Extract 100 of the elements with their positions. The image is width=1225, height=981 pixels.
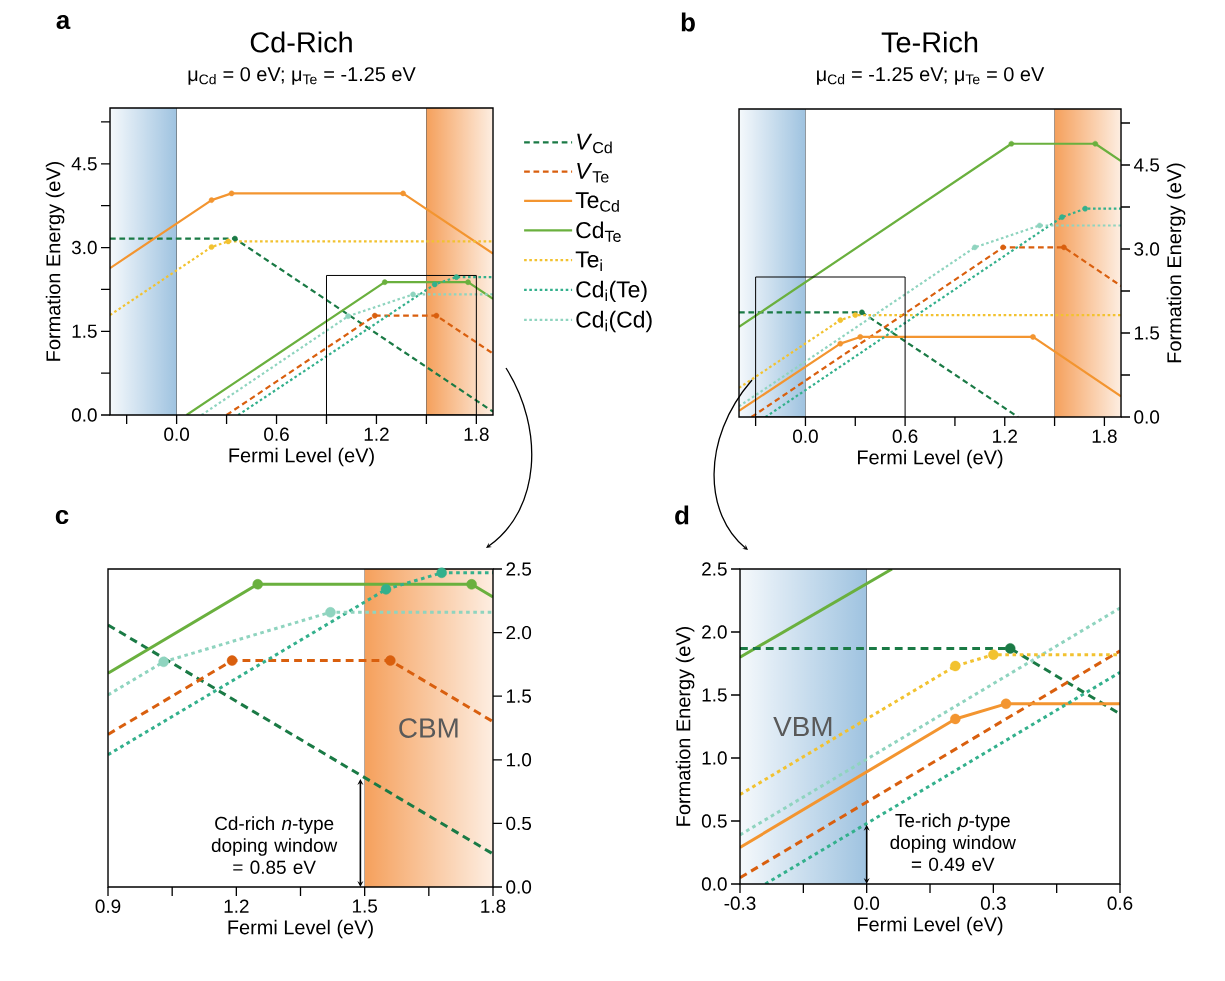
point [431, 281, 438, 288]
line-series [110, 192, 494, 270]
x-axis-title: Fermi Level (eV) [229, 447, 374, 467]
y-tick-label: 3.0 [1134, 242, 1160, 256]
x-tick-label: 1.8 [1092, 429, 1117, 443]
y-tick-label: 1.5 [506, 689, 532, 703]
x-tick-label: 0.0 [793, 429, 818, 443]
point [1008, 140, 1015, 147]
point [1036, 222, 1043, 229]
y-axis-title: Formation Energy (eV) [675, 627, 695, 826]
y-tick-label: 2.0 [702, 625, 727, 639]
annotation: Cd-rich n-type doping window = 0.85 eV [211, 816, 338, 874]
point [208, 244, 215, 250]
x-tick-label: 1.2 [224, 899, 249, 913]
point [466, 579, 477, 590]
x-tick-label: -0.3 [724, 896, 756, 910]
point [1059, 214, 1065, 220]
legend-label: Te$_{i}$ [575, 251, 602, 271]
point [1092, 140, 1099, 147]
text: a [56, 14, 71, 30]
x-tick-label: 0.0 [854, 896, 880, 910]
x-tick-label: 0.6 [1107, 896, 1133, 910]
y-tick-label: 0.5 [701, 814, 727, 828]
legend-label: Cd$_{Te}$ [576, 221, 621, 242]
y-tick-label: 2.5 [506, 562, 532, 576]
y-tick-label: 3.0 [71, 240, 97, 255]
x-tick-label: 1.8 [464, 427, 489, 441]
point [1005, 643, 1016, 654]
y-tick-label: 0.0 [506, 880, 532, 894]
text: d [675, 505, 689, 525]
point [1000, 244, 1006, 251]
point [345, 313, 351, 320]
point [433, 312, 440, 319]
point [1030, 334, 1036, 340]
y-axis-title: Formation Energy (eV) [1166, 163, 1186, 363]
legend-label: V$_{Te}$ [577, 162, 609, 183]
point [837, 317, 844, 323]
point [385, 655, 396, 666]
x-axis-title: Fermi Level (eV) [228, 919, 373, 939]
y-tick-label: 0.0 [71, 408, 97, 422]
point [371, 312, 378, 319]
point [232, 235, 238, 242]
y-tick-label: 2.0 [506, 625, 532, 640]
point [228, 190, 235, 197]
point [837, 340, 844, 347]
point [1000, 698, 1012, 710]
annotation: Te-rich p-type doping window = 0.49 eV [890, 813, 1016, 872]
x-tick-label: 1.5 [352, 899, 378, 913]
point [950, 660, 961, 672]
y-tick-label: 0.0 [1134, 410, 1160, 424]
point [436, 567, 447, 579]
x-tick-label: 0.9 [95, 899, 121, 913]
text: b [681, 12, 695, 32]
point [1061, 244, 1067, 251]
y-tick-label: 1.5 [1134, 326, 1160, 340]
point [380, 584, 392, 595]
y-tick-label: 2.5 [702, 562, 727, 576]
x-tick-label: 0.6 [264, 427, 289, 441]
legend-label: Cd$_{i}$(Te) [576, 280, 647, 303]
y-axis-title: Formation Energy (eV) [45, 162, 65, 361]
y-tick-label: 0.0 [701, 877, 727, 891]
legend-label: V$_{Cd}$ [577, 133, 612, 154]
band-label: VBM [773, 716, 832, 737]
y-tick-label: 1.5 [72, 324, 97, 338]
point [410, 291, 416, 298]
point [859, 309, 865, 316]
point [252, 579, 263, 590]
x-tick-label: 0.6 [892, 429, 918, 443]
point [988, 649, 999, 660]
x-tick-label: 1.2 [993, 429, 1017, 443]
chart-subtitle: μ$_{Cd}$ = -1.25 eV; μ$_{Te}$ = 0 eV [817, 67, 1045, 85]
point [972, 244, 978, 251]
point [225, 238, 232, 245]
point [1082, 205, 1088, 212]
x-axis-title: Fermi Level (eV) [858, 916, 1003, 936]
point [381, 279, 388, 285]
x-tick-label: 1.2 [364, 427, 389, 441]
point [453, 274, 460, 280]
legend-label: Te$_{Cd}$ [575, 192, 619, 212]
y-tick-label: 4.5 [1133, 158, 1160, 172]
point [852, 312, 859, 318]
point [325, 607, 336, 618]
y-tick-label: 1.5 [702, 688, 727, 702]
band-label: CBM [399, 718, 458, 738]
y-tick-label: 4.5 [71, 157, 97, 171]
chart-subtitle: μ$_{Cd}$ = 0 eV; μ$_{Te}$ = -1.25 eV [188, 67, 416, 85]
point [465, 279, 471, 285]
chart-title: Cd-Rich [250, 31, 352, 53]
point [158, 656, 169, 668]
chart-title: Te-Rich [881, 31, 978, 53]
point [208, 197, 215, 203]
x-tick-label: 1.8 [481, 899, 506, 913]
line-series [739, 335, 1122, 412]
point [950, 713, 961, 725]
y-tick-label: 1.0 [702, 751, 727, 765]
x-tick-label: 0.3 [980, 896, 1006, 910]
y-tick-label: 1.0 [506, 753, 532, 767]
text: c [55, 509, 69, 525]
x-axis-title: Fermi Level (eV) [858, 449, 1003, 469]
legend-label: Cd$_{i}$(Cd) [576, 310, 652, 333]
